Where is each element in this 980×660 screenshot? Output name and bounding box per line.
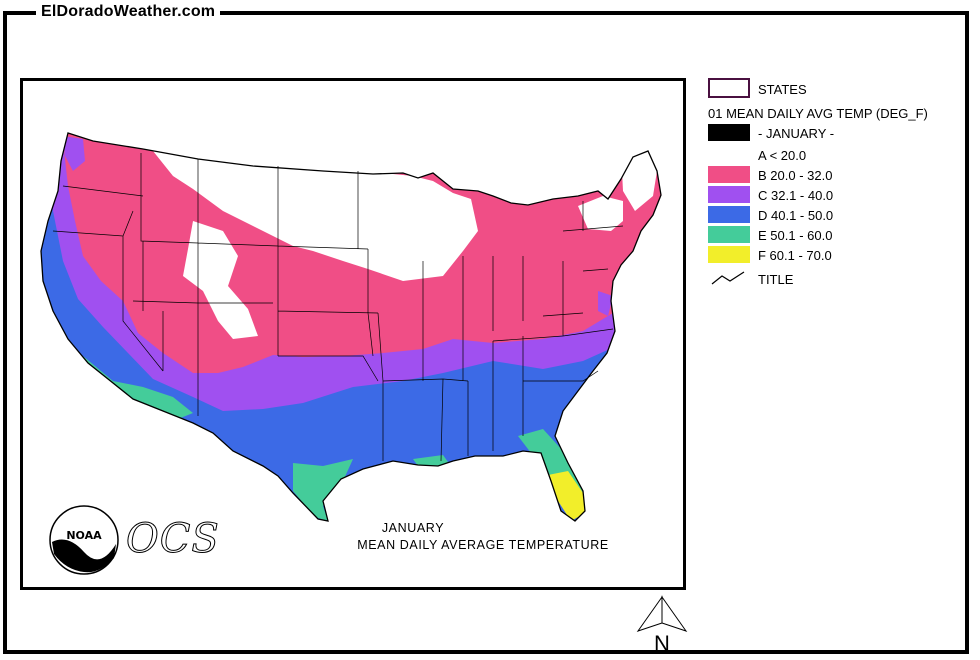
zone-a-northeast bbox=[578, 196, 623, 231]
zone-a-maine bbox=[621, 151, 657, 211]
map-caption-month: JANUARY bbox=[381, 521, 445, 535]
legend-class-d: D 40.1 - 50.0 bbox=[708, 206, 978, 226]
legend-class-c: C 32.1 - 40.0 bbox=[708, 186, 978, 206]
legend-class-a: A < 20.0 bbox=[708, 146, 978, 166]
noaa-logo: NOAA bbox=[49, 505, 119, 575]
legend-class-e-swatch bbox=[708, 226, 750, 243]
ocs-logo-text: OCS bbox=[126, 516, 220, 563]
legend-class-b-swatch bbox=[708, 166, 750, 183]
zone-a-north bbox=[153, 151, 478, 281]
zone-e-texas bbox=[293, 459, 353, 521]
zone-e-socal bbox=[83, 356, 193, 421]
us-temperature-map bbox=[40, 132, 662, 522]
zone-f-florida bbox=[543, 471, 585, 521]
legend-class-d-label: D 40.1 - 50.0 bbox=[758, 208, 834, 223]
svg-text:N: N bbox=[654, 631, 670, 656]
legend-class-a-swatch bbox=[708, 146, 750, 163]
svg-text:NOAA: NOAA bbox=[66, 529, 102, 542]
legend-states-row: STATES bbox=[708, 78, 978, 98]
legend-states-label: STATES bbox=[758, 82, 807, 97]
legend-class-f-swatch bbox=[708, 246, 750, 263]
zone-a-rockies bbox=[183, 221, 258, 339]
map-caption-title: MEAN DAILY AVERAGE TEMPERATURE bbox=[357, 538, 609, 552]
us-outline bbox=[40, 132, 662, 522]
outer-frame bbox=[3, 11, 969, 654]
legend-title-row: TITLE bbox=[708, 270, 978, 290]
legend-class-e: E 50.1 - 60.0 bbox=[708, 226, 978, 246]
legend-month-row: - JANUARY - bbox=[708, 124, 978, 144]
legend-month-swatch bbox=[708, 124, 750, 141]
legend-class-a-label: A < 20.0 bbox=[758, 148, 807, 163]
legend-month-label: - JANUARY - bbox=[758, 126, 835, 141]
legend-class-f-label: F 60.1 - 70.0 bbox=[758, 248, 832, 263]
state-boundaries bbox=[52, 153, 624, 462]
legend-class-e-label: E 50.1 - 60.0 bbox=[758, 228, 833, 243]
zone-c-puget bbox=[63, 136, 85, 171]
legend-class-d-swatch bbox=[708, 206, 750, 223]
legend-class-c-label: C 32.1 - 40.0 bbox=[758, 188, 834, 203]
legend-class-b: B 20.0 - 32.0 bbox=[708, 166, 978, 186]
map-panel: NOAA OCS JANUARY MEAN DAILY AVERAGE TEMP… bbox=[20, 78, 686, 590]
site-title: ElDoradoWeather.com bbox=[36, 3, 221, 21]
zone-d-westcoast bbox=[41, 261, 83, 366]
legend-class-c-swatch bbox=[708, 186, 750, 203]
legend-variable-heading: 01 MEAN DAILY AVG TEMP (DEG_F) bbox=[708, 106, 928, 121]
north-arrow-icon: N bbox=[636, 595, 688, 656]
zone-c-chesapeake bbox=[598, 291, 613, 316]
title-line-icon bbox=[711, 271, 745, 285]
legend-class-f: F 60.1 - 70.0 bbox=[708, 246, 978, 266]
legend-class-b-label: B 20.0 - 32.0 bbox=[758, 168, 833, 183]
legend-title-label: TITLE bbox=[758, 272, 794, 287]
legend-states-swatch bbox=[708, 78, 750, 98]
